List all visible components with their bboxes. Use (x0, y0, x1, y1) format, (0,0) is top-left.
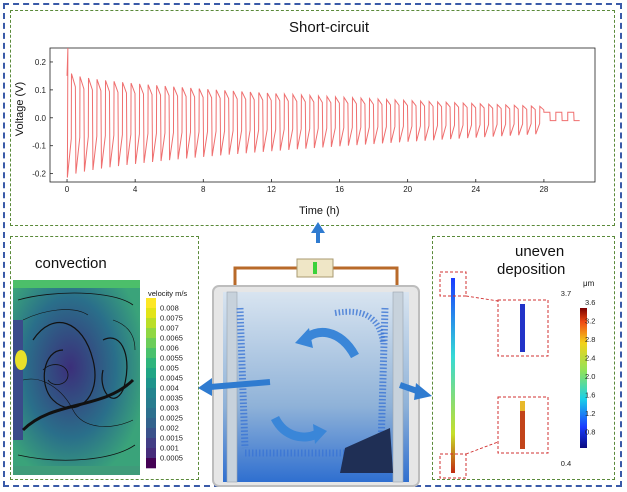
colorbar-tick-label: 0.001 (160, 444, 179, 453)
colorbar-tick-label: 0.003 (160, 404, 179, 413)
deposition-plot (439, 271, 587, 479)
colorbar-segment (146, 348, 156, 359)
colorbar-tick-label: 0.0055 (160, 354, 183, 363)
thickness-unit: μm (583, 279, 595, 288)
colorbar-tick-label: 0.008 (160, 304, 179, 313)
cell-illustration (212, 258, 420, 487)
thickness-colorbar: 3.7 3.6 3.2 2.8 2.4 2.0 1.6 1.2 0.8 0.4 (561, 289, 596, 468)
y-axis-label: Voltage (V) (14, 81, 27, 137)
colorbar-tick-label: 0.0005 (160, 454, 183, 463)
velocity-colorbar: 0.0080.00750.0070.00650.0060.00550.0050.… (146, 298, 183, 469)
chart-title: Short-circuit (289, 19, 370, 36)
convection-title: convection (35, 255, 107, 272)
deposition-title-line1: uneven (515, 243, 565, 260)
colorbar-segment (146, 458, 156, 469)
colorbar-segment (146, 298, 156, 309)
colorbar-tick-label: 0.004 (160, 384, 179, 393)
colorbar-tick-label: 0.4 (561, 459, 571, 468)
colorbar-tick-label: 0.8 (585, 428, 595, 437)
x-axis-label: Time (h) (299, 205, 340, 217)
chart-panel: Short-circuit Time (h) Voltage (V) (10, 10, 615, 226)
colorbar-tick-label: 0.0015 (160, 434, 183, 443)
colorbar-segment (146, 438, 156, 449)
colorbar-segment (146, 338, 156, 349)
colorbar-segment (146, 408, 156, 419)
colorbar-tick-label: 0.002 (160, 424, 179, 433)
colorbar-tick-label: 3.6 (585, 298, 595, 307)
colorbar-segment (146, 388, 156, 399)
colorbar-tick-label: 1.6 (585, 391, 595, 400)
colorbar-tick-label: 0.0035 (160, 394, 183, 403)
colorbar-tick-label: 0.0045 (160, 374, 183, 383)
convection-flow-map (13, 280, 140, 475)
colorbar-segment (146, 308, 156, 319)
colorbar-tick-label: 3.2 (585, 317, 595, 326)
velocity-colorbar-label: velocity m/s (148, 289, 188, 298)
colorbar-tick-label: 0.0025 (160, 414, 183, 423)
colorbar-tick-label: 2.4 (585, 354, 595, 363)
colorbar-tick-label: 0.0065 (160, 334, 183, 343)
colorbar-tick-label: 0.0075 (160, 314, 183, 323)
colorbar-tick-label: 2.0 (585, 372, 595, 381)
colorbar-tick-label: 1.2 (585, 409, 595, 418)
colorbar-tick-label: 2.8 (585, 335, 595, 344)
colorbar-segment (146, 318, 156, 329)
colorbar-segment (146, 328, 156, 339)
colorbar-segment (146, 448, 156, 459)
colorbar-tick-label: 0.005 (160, 364, 179, 373)
colorbar-tick-label: 3.7 (561, 289, 571, 298)
colorbar-tick-label: 0.007 (160, 324, 179, 333)
colorbar-segment (146, 428, 156, 439)
colorbar-segment (146, 378, 156, 389)
deposition-title-line2: deposition (497, 261, 566, 278)
colorbar-segment (146, 368, 156, 379)
colorbar-tick-label: 0.006 (160, 344, 179, 353)
colorbar-segment (146, 358, 156, 369)
colorbar-segment (146, 418, 156, 429)
colorbar-segment (146, 398, 156, 409)
